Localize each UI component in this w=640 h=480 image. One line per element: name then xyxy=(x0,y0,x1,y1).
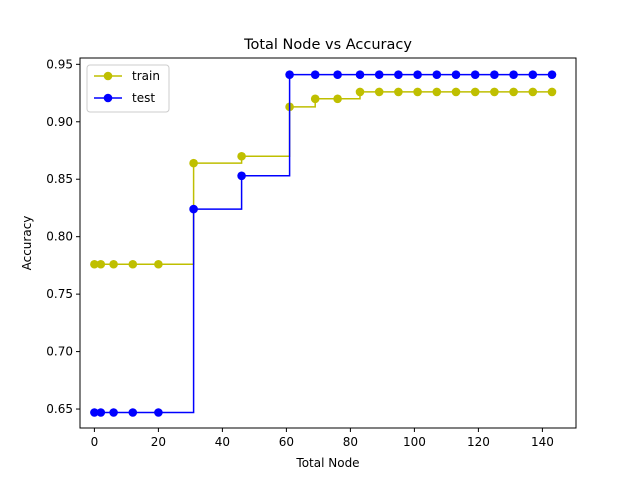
data-point-test xyxy=(374,70,384,79)
legend-label-train: train xyxy=(132,69,160,83)
data-point-test xyxy=(285,70,294,79)
y-axis-title: Accuracy xyxy=(20,216,34,271)
data-point-train xyxy=(432,87,442,97)
data-point-test xyxy=(237,171,246,181)
y-tick-label: 0.70 xyxy=(46,345,73,359)
data-point-train xyxy=(90,259,99,269)
data-point-test xyxy=(394,70,403,79)
data-point-test xyxy=(189,204,198,214)
data-point-test xyxy=(432,70,442,79)
data-point-test xyxy=(96,408,106,417)
y-tick-label: 0.85 xyxy=(46,172,73,186)
data-point-test xyxy=(333,70,342,79)
data-point-train xyxy=(374,87,384,97)
data-point-test xyxy=(90,408,99,417)
data-point-train xyxy=(470,87,480,97)
data-point-train xyxy=(154,259,163,269)
series-train xyxy=(90,87,557,269)
data-point-test xyxy=(154,408,163,417)
x-tick-label: 100 xyxy=(403,435,426,449)
x-tick-label: 0 xyxy=(91,435,99,449)
data-point-train xyxy=(109,259,118,269)
x-axis-title: Total Node xyxy=(295,456,359,470)
data-point-train xyxy=(528,87,538,97)
data-point-test xyxy=(413,70,422,79)
legend: train test xyxy=(86,64,170,113)
x-tick-label: 140 xyxy=(531,435,554,449)
data-point-train xyxy=(310,94,320,104)
legend-marker-test xyxy=(103,93,113,103)
plot-frame xyxy=(79,57,577,429)
y-tick-label: 0.95 xyxy=(46,57,73,71)
y-tick-label: 0.75 xyxy=(46,287,73,301)
legend-label-test: test xyxy=(132,91,155,105)
data-point-train xyxy=(96,259,106,269)
data-point-train xyxy=(509,87,518,97)
y-tick-label: 0.65 xyxy=(46,402,73,416)
data-point-test xyxy=(451,70,461,79)
data-point-test xyxy=(109,408,118,417)
data-point-train xyxy=(394,87,403,97)
data-point-train xyxy=(333,94,342,104)
data-point-train xyxy=(355,87,365,97)
x-tick-label: 40 xyxy=(215,435,230,449)
series-layer xyxy=(90,70,557,417)
y-tick-label: 0.90 xyxy=(46,115,73,129)
y-axis: 0.65 0.70 0.75 0.80 0.85 0.90 0.95 xyxy=(46,57,80,416)
x-tick-label: 120 xyxy=(467,435,490,449)
x-tick-label: 80 xyxy=(343,435,358,449)
data-point-train xyxy=(189,158,198,168)
data-point-train xyxy=(547,87,557,97)
plot-area xyxy=(79,57,577,429)
legend-marker-train xyxy=(103,71,113,81)
data-point-test xyxy=(528,70,538,79)
data-point-train xyxy=(413,87,422,97)
data-point-train xyxy=(490,87,499,97)
data-point-train xyxy=(237,151,246,161)
data-point-test xyxy=(355,70,365,79)
data-point-test xyxy=(490,70,499,79)
series-test xyxy=(90,70,557,417)
x-axis: 0 20 40 60 80 100 120 140 xyxy=(91,428,554,449)
data-point-test xyxy=(128,408,138,417)
data-point-test xyxy=(310,70,320,79)
data-point-train xyxy=(128,259,138,269)
data-point-test xyxy=(470,70,480,79)
y-tick-label: 0.80 xyxy=(46,230,73,244)
x-tick-label: 20 xyxy=(151,435,166,449)
data-point-test xyxy=(509,70,518,79)
data-point-train xyxy=(451,87,461,97)
chart-title: Total Node vs Accuracy xyxy=(243,37,412,53)
data-point-test xyxy=(547,70,557,79)
x-tick-label: 60 xyxy=(279,435,294,449)
